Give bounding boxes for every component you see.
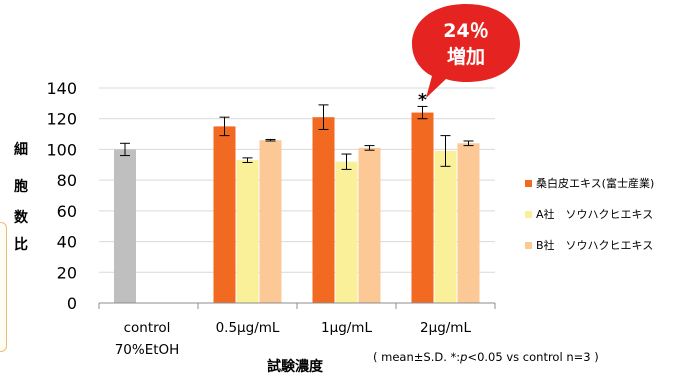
error-bars [120, 104, 474, 170]
bar-control [114, 149, 136, 303]
y-label-char: 数 [14, 209, 29, 226]
bar-series-2 [236, 160, 259, 303]
y-label-char: 比 [14, 236, 28, 253]
legend-label: B社 ソウハクヒエキス [536, 238, 653, 252]
y-tick-label: 140 [46, 79, 77, 98]
significance-mark: * [418, 90, 427, 110]
callout-percent: 24％ [443, 20, 488, 42]
y-tick-label: 40 [57, 233, 77, 252]
x-category-label: 1μg/mL [321, 320, 372, 336]
bar-series-2 [434, 150, 457, 303]
x-axis-label: 試験濃度 [267, 358, 324, 374]
legend-swatch [525, 242, 532, 249]
x-category-label: 70%EtOH [115, 342, 180, 358]
y-tick-label: 20 [57, 263, 77, 282]
y-tick-label: 80 [57, 171, 77, 190]
legend-label: 桑白皮エキス(富士産業) [536, 176, 654, 190]
y-tick-label: 60 [57, 202, 77, 221]
y-tick-label: 120 [46, 110, 77, 129]
legend-swatch [525, 211, 532, 218]
legend-swatch [525, 180, 532, 187]
bars: * [114, 90, 480, 304]
y-label-char: 胞 [13, 178, 28, 195]
x-axis-categories: control 70%EtOH 0.5μg/mL 1μg/mL 2μg/mL [115, 320, 472, 358]
x-category-label: 0.5μg/mL [216, 320, 280, 336]
callout-increase: 増加 [447, 45, 485, 68]
footnote: ( mean±S.D. *:p<0.05 vs control n=3 ) [373, 350, 599, 364]
legend: 桑白皮エキス(富士産業) A社 ソウハクヒエキス B社 ソウハクヒエキス [525, 176, 654, 252]
callout: 24％ 増加 [412, 4, 520, 98]
bar-series-3 [358, 147, 381, 303]
y-axis-ticks: 0 20 40 60 80 100 120 140 [46, 79, 77, 313]
x-category-label: 2μg/mL [420, 320, 471, 336]
bar-series-3 [457, 143, 480, 303]
bar-series-3 [259, 140, 282, 303]
x-axis-ticks [98, 303, 496, 309]
bar-series-1 [411, 112, 434, 303]
y-tick-label: 0 [67, 294, 77, 313]
y-tick-label: 100 [46, 140, 77, 159]
bar-series-1 [213, 126, 236, 304]
x-category-label: control [124, 320, 171, 336]
bar-series-2 [335, 161, 358, 303]
callout-bubble [412, 4, 520, 98]
y-label-char: 細 [14, 141, 28, 158]
legend-label: A社 ソウハクヒエキス [536, 207, 653, 221]
bar-series-1 [312, 117, 335, 303]
